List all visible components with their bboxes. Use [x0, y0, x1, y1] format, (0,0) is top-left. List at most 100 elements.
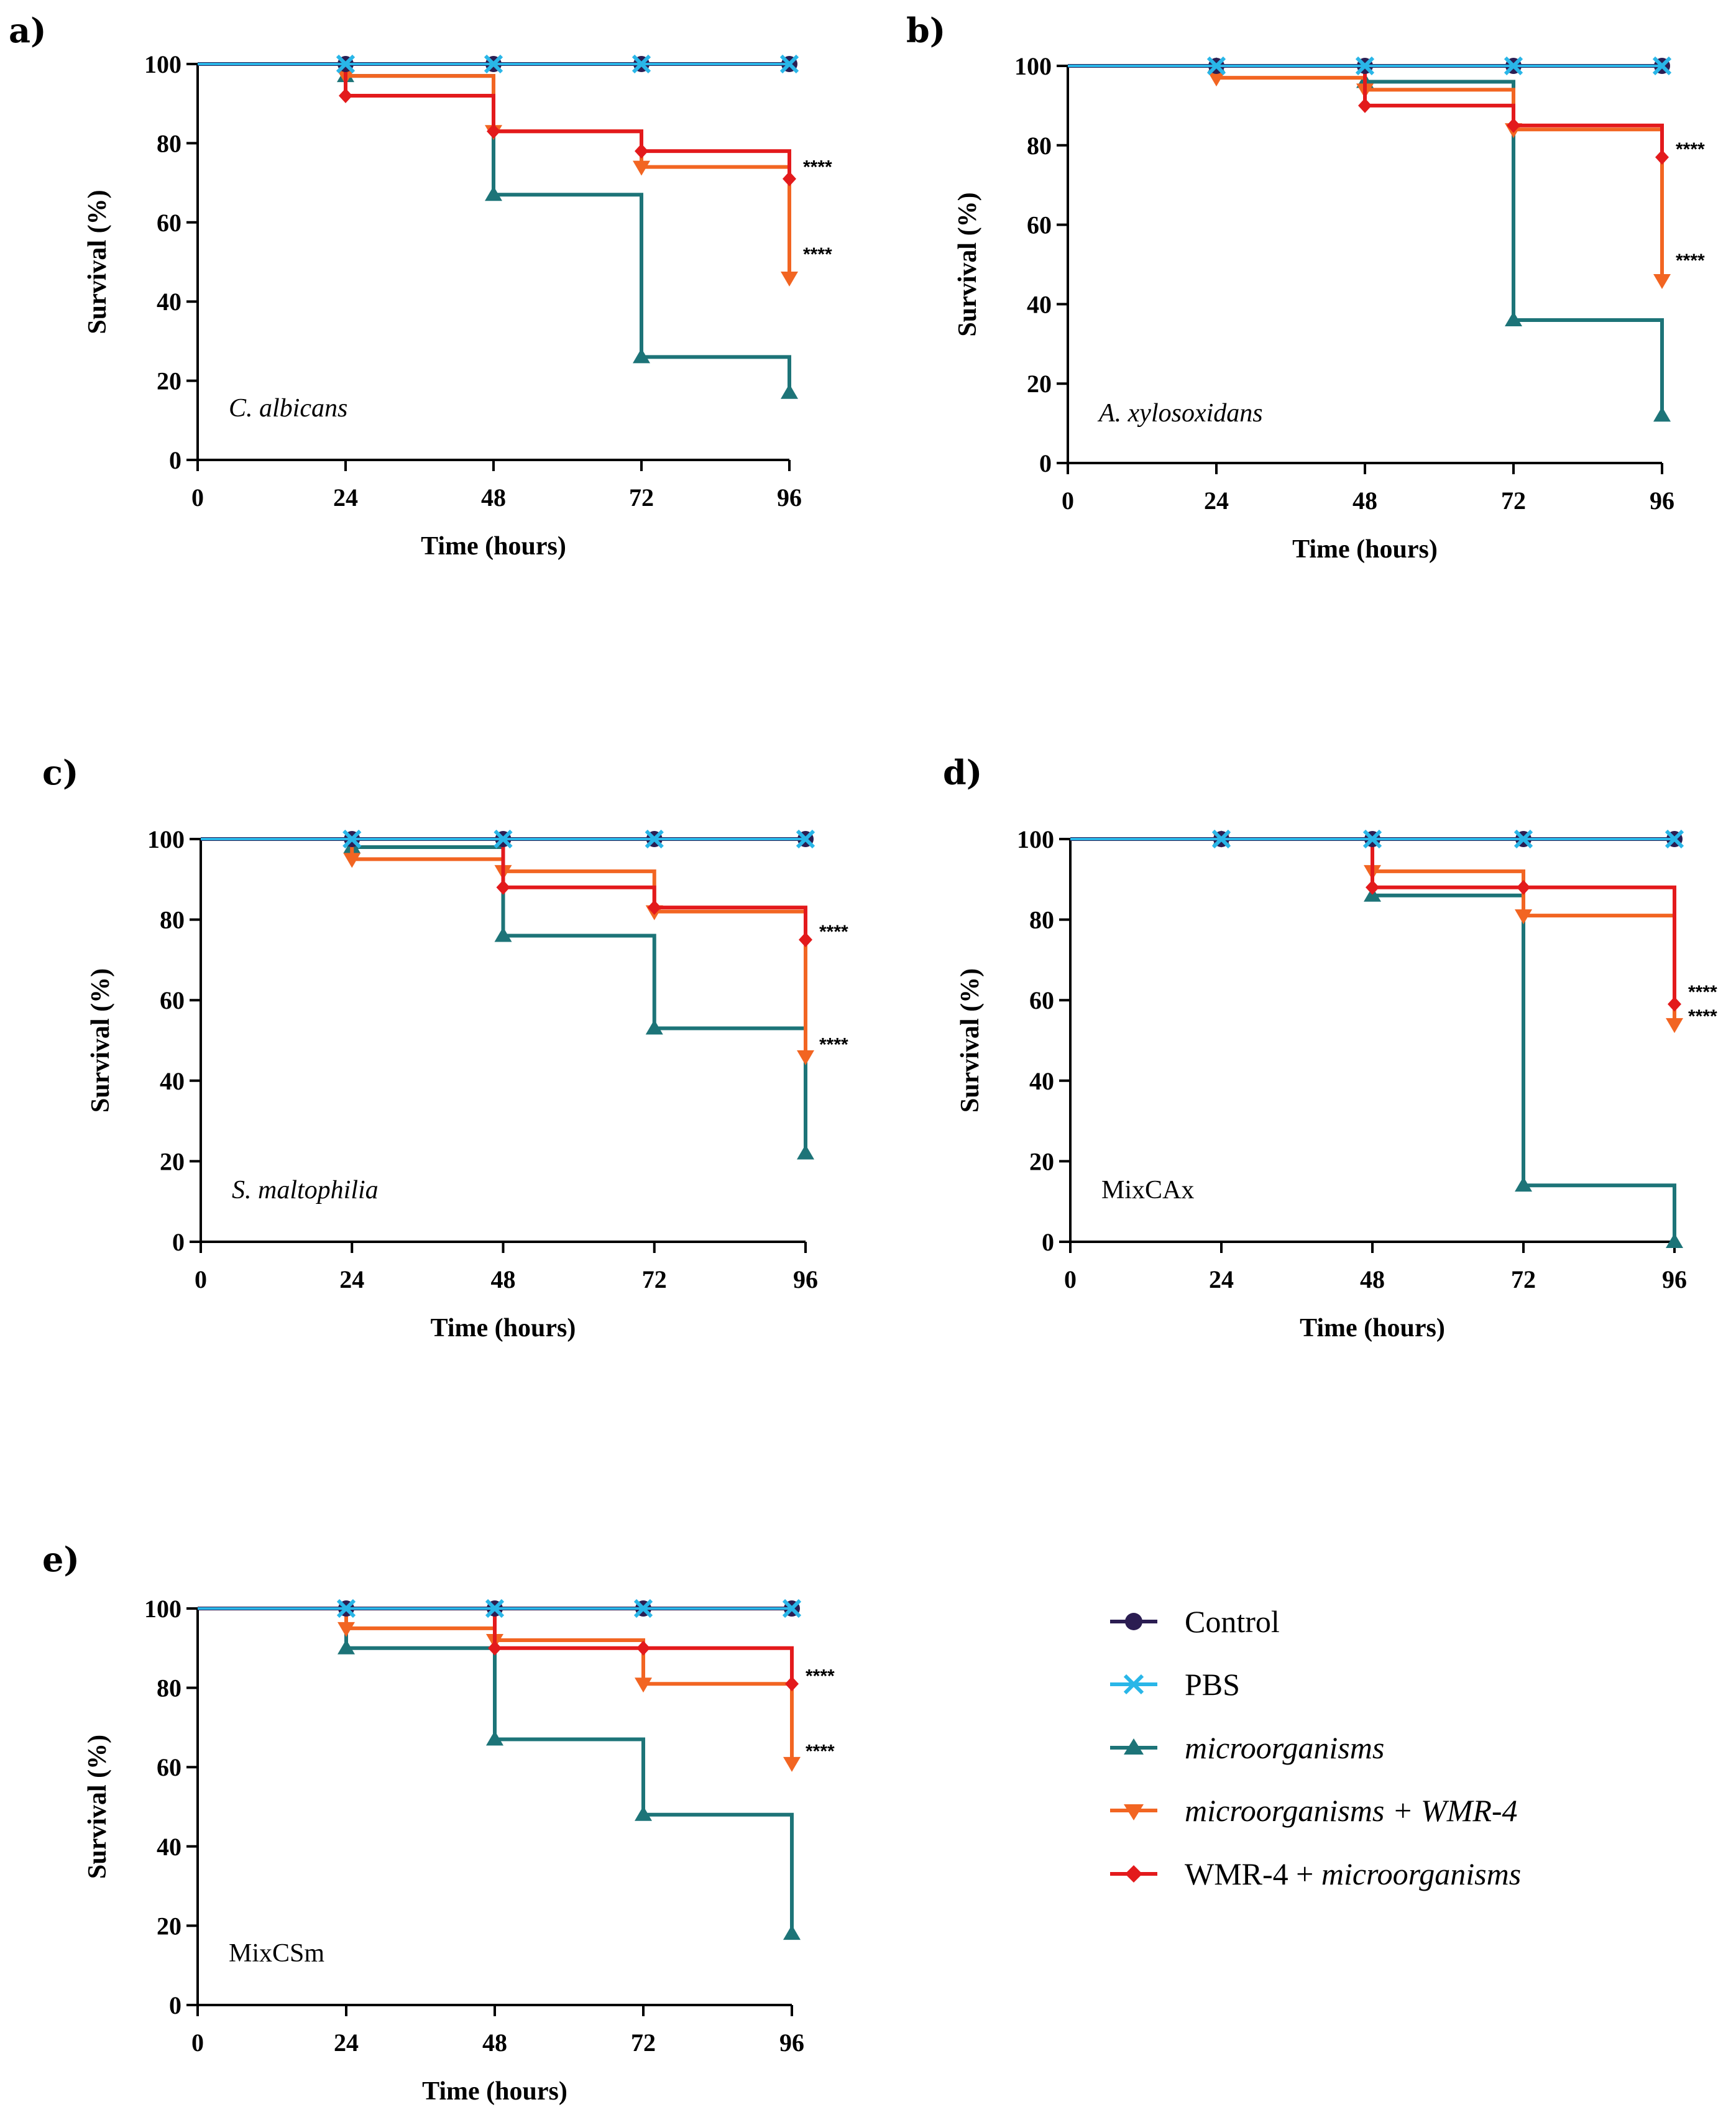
series-micro [198, 62, 798, 399]
chart-panel-1: a) 0 20 40 60 80 100 0 24 48 72 96 Time (hours) Survi… [9, 11, 832, 561]
series-line-micro [198, 1607, 794, 1934]
micro-wmr-point [781, 271, 798, 287]
significance-label: **** [819, 922, 848, 942]
panel-letter: c) [42, 753, 78, 792]
x-tick-label: 0 [1064, 1265, 1077, 1293]
series-micro [198, 1607, 801, 1940]
micro-wmr-point [1515, 909, 1532, 925]
microorganisms-point [485, 186, 502, 201]
micro-wmr-point [633, 160, 650, 176]
pbs-point [631, 54, 651, 74]
micro-wmr-point [343, 853, 361, 868]
pbs-point [1206, 56, 1226, 76]
legend: Control PBS microorganisms microorganism… [1110, 1604, 1521, 1891]
significance-label: **** [803, 157, 832, 178]
microorganisms-point [1515, 1177, 1532, 1192]
x-tick-label: 96 [1662, 1265, 1687, 1293]
y-tick-label: 20 [157, 367, 181, 395]
series-wmrMicro [1068, 58, 1669, 165]
legend-item-control: Control [1110, 1604, 1280, 1639]
y-tick-label: 40 [157, 288, 181, 316]
x-tick-label: 72 [1511, 1265, 1536, 1293]
y-tick-label: 100 [1014, 52, 1052, 80]
legend-item-microorganisms: microorganisms [1110, 1730, 1384, 1765]
series-pbs [201, 829, 815, 849]
series-microWmr [201, 837, 814, 1065]
pbs-point [796, 829, 815, 849]
y-tick-label: 80 [157, 129, 181, 157]
microorganisms-point [1653, 406, 1671, 422]
legend-item-micro-wmr: microorganisms + WMR-4 [1110, 1793, 1518, 1828]
series-micro [1068, 57, 1671, 422]
x-axis-title: Time (hours) [1300, 1314, 1445, 1342]
pbs-point [1355, 56, 1375, 76]
x-tick-label: 96 [779, 2029, 804, 2057]
y-tick-label: 80 [1027, 132, 1052, 160]
micro-wmr-point [338, 1622, 355, 1637]
legend-label-wmr-micro: WMR-4 + microorganisms [1185, 1856, 1521, 1891]
x-axis-title: Time (hours) [421, 532, 566, 561]
y-tick-label: 80 [160, 906, 185, 934]
microorganisms-point [645, 1019, 663, 1035]
significance-label: **** [806, 1666, 835, 1686]
y-tick-label: 20 [1027, 370, 1052, 398]
significance-label: **** [806, 1741, 835, 1762]
x-tick-label: 0 [195, 1265, 207, 1293]
y-tick-label: 0 [169, 1991, 181, 2019]
triangle-up-marker-icon [1124, 1738, 1144, 1755]
y-axis-title: Survival (%) [953, 192, 982, 336]
pbs-point [1362, 829, 1382, 849]
legend-item-wmr-micro: WMR-4 + microorganisms [1110, 1856, 1521, 1891]
x-tick-label: 96 [777, 484, 802, 512]
x-tick-label: 72 [1501, 487, 1526, 515]
microorganisms-point [781, 383, 798, 399]
y-tick-label: 60 [1027, 211, 1052, 239]
y-axis-title: Survival (%) [83, 1735, 112, 1879]
microorganisms-point [635, 1806, 652, 1821]
pbs-point [1665, 829, 1684, 849]
series-microWmr [1068, 64, 1671, 290]
wmr-micro-point [785, 1676, 799, 1692]
x-tick-label: 0 [191, 484, 204, 512]
chart-panel-3: c) 0 20 40 60 80 100 0 24 48 72 96 Time (hours) Survi… [42, 753, 848, 1342]
x-tick-label: 24 [334, 2029, 359, 2057]
pbs-point [633, 1599, 653, 1618]
legend-label-control: Control [1185, 1604, 1280, 1639]
microorganisms-point [338, 1639, 355, 1654]
y-tick-label: 100 [144, 50, 181, 78]
series-microWmr [198, 1607, 801, 1772]
pbs-point [1652, 56, 1672, 76]
wmr-micro-point [488, 1640, 502, 1656]
x-tick-label: 24 [1204, 487, 1229, 515]
series-pbs [198, 1599, 802, 1618]
pbs-point [1504, 56, 1523, 76]
legend-label-wmr-prefix: WMR-4 + [1185, 1856, 1321, 1891]
micro-wmr-point [1666, 1018, 1683, 1034]
y-tick-label: 60 [157, 209, 181, 237]
pbs-point [336, 54, 356, 74]
series-pbs [1068, 56, 1672, 76]
circle-marker-icon [1125, 1613, 1142, 1630]
x-tick-label: 24 [1209, 1265, 1234, 1293]
panel-letter: d) [943, 753, 982, 792]
wmr-micro-point [339, 88, 352, 103]
y-tick-label: 40 [1029, 1067, 1054, 1095]
pbs-point [484, 54, 503, 74]
x-tick-label: 48 [481, 484, 506, 512]
x-axis-title: Time (hours) [422, 2077, 567, 2106]
wmr-micro-point [1366, 879, 1379, 895]
micro-wmr-point [1208, 71, 1225, 87]
y-tick-label: 20 [1029, 1147, 1054, 1175]
x-tick-label: 72 [631, 2029, 656, 2057]
y-tick-label: 100 [144, 1595, 181, 1623]
y-tick-label: 60 [157, 1753, 181, 1781]
y-tick-label: 40 [1027, 290, 1052, 318]
pbs-point [779, 54, 799, 74]
pbs-point [494, 829, 513, 849]
y-tick-label: 100 [147, 825, 185, 853]
pbs-point [645, 829, 664, 849]
pbs-point [1211, 829, 1231, 849]
x-marker-icon [1123, 1674, 1144, 1695]
significance-label: **** [1688, 1006, 1717, 1027]
wmr-micro-point [487, 124, 500, 139]
